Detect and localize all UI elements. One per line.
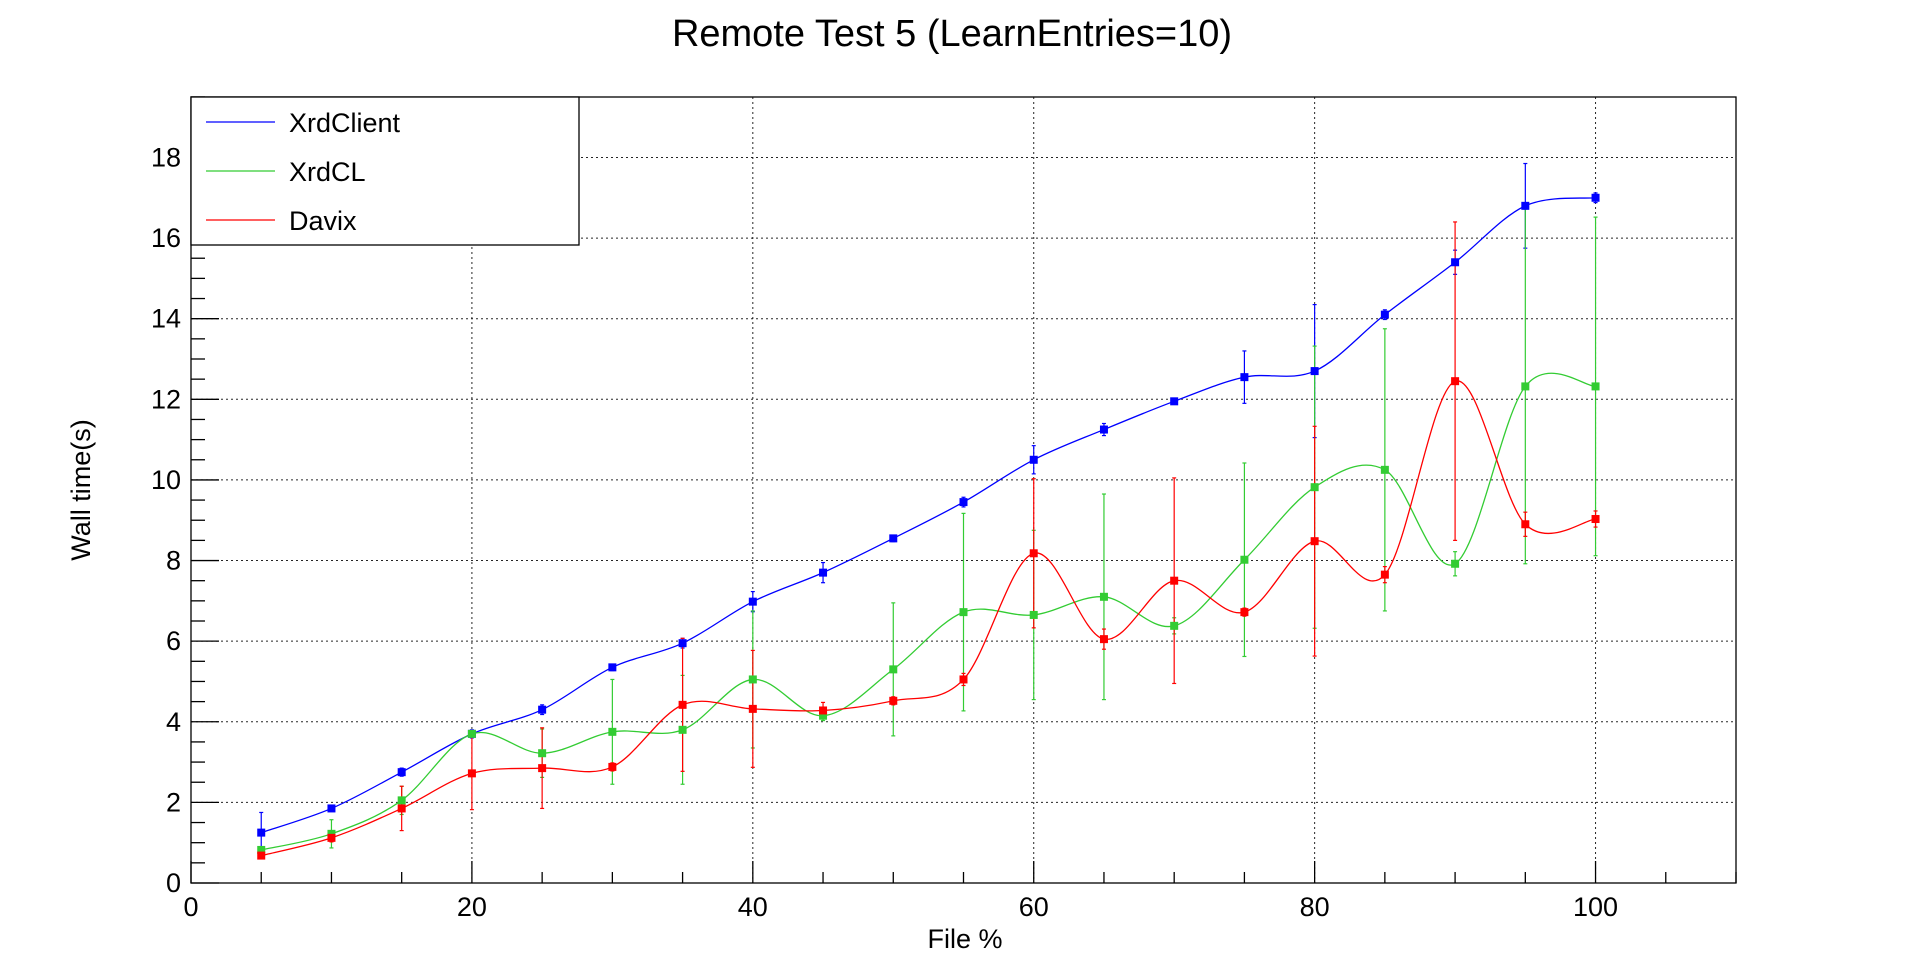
data-point: [257, 851, 266, 860]
y-tick-label: 18: [151, 142, 181, 172]
error-bars: [259, 162, 1598, 860]
data-point: [819, 711, 828, 720]
data-point: [819, 568, 828, 577]
data-point: [608, 762, 617, 771]
y-tick-label: 12: [151, 384, 181, 414]
y-tick-label: 4: [166, 707, 181, 737]
legend-label: XrdClient: [289, 108, 401, 138]
data-point: [1240, 608, 1249, 617]
data-point: [1591, 515, 1600, 524]
data-point: [748, 675, 757, 684]
data-point: [538, 764, 547, 773]
series-line: [261, 372, 1596, 851]
data-point: [1029, 549, 1038, 558]
data-point: [1380, 310, 1389, 319]
y-tick-label: 14: [151, 304, 181, 334]
y-tick-label: 2: [166, 787, 181, 817]
data-point: [257, 845, 266, 854]
x-axis-label: File %: [927, 924, 1002, 954]
data-point: [1310, 483, 1319, 492]
data-point: [959, 608, 968, 617]
y-tick-label: 8: [166, 546, 181, 576]
data-point: [1240, 555, 1249, 564]
data-point: [1099, 592, 1108, 601]
data-point: [608, 663, 617, 672]
data-point: [748, 704, 757, 713]
data-point: [1170, 621, 1179, 630]
x-tick-label: 20: [457, 892, 487, 922]
y-tick-label: 10: [151, 465, 181, 495]
data-point: [1451, 377, 1460, 386]
data-point: [1099, 635, 1108, 644]
y-axis-label: Wall time(s): [66, 419, 96, 561]
data-point: [1029, 610, 1038, 619]
data-point: [1380, 465, 1389, 474]
data-point: [1310, 367, 1319, 376]
data-point: [397, 768, 406, 777]
x-tick-label: 0: [183, 892, 198, 922]
data-point: [1521, 201, 1530, 210]
data-markers: [257, 193, 1600, 860]
series-line: [261, 380, 1596, 857]
data-point: [889, 696, 898, 705]
data-point: [959, 675, 968, 684]
data-point: [1521, 520, 1530, 529]
data-point: [1240, 373, 1249, 382]
data-point: [1170, 397, 1179, 406]
data-point: [397, 804, 406, 813]
x-tick-label: 80: [1300, 892, 1330, 922]
data-point: [889, 665, 898, 674]
series-curves: [261, 197, 1596, 857]
y-tick-label: 16: [151, 223, 181, 253]
legend-label: Davix: [289, 206, 357, 236]
data-point: [1380, 570, 1389, 579]
data-point: [1591, 193, 1600, 202]
data-point: [538, 749, 547, 758]
series-line: [261, 197, 1596, 834]
data-point: [608, 727, 617, 736]
data-point: [327, 833, 336, 842]
data-point: [678, 700, 687, 709]
axes: 0 20 40 60 80 100 0 2 4 6 8 10 12 14 16 18: [151, 96, 1737, 922]
data-point: [959, 498, 968, 507]
data-point: [1521, 382, 1530, 391]
data-point: [819, 706, 828, 715]
data-point: [467, 729, 476, 738]
data-point: [1099, 425, 1108, 434]
data-point: [1451, 258, 1460, 267]
y-tick-label: 0: [166, 868, 181, 898]
data-point: [397, 796, 406, 805]
x-tick-label: 100: [1573, 892, 1618, 922]
data-point: [467, 769, 476, 778]
data-point: [327, 829, 336, 838]
data-point: [538, 705, 547, 714]
data-point: [748, 597, 757, 606]
legend: XrdClient XrdCL Davix: [190, 96, 580, 246]
data-point: [257, 828, 266, 837]
x-tick-label: 60: [1019, 892, 1049, 922]
legend-label: XrdCL: [289, 157, 366, 187]
data-point: [678, 725, 687, 734]
data-point: [889, 534, 898, 543]
chart-title: Remote Test 5 (LearnEntries=10): [672, 13, 1232, 55]
data-point: [1591, 382, 1600, 391]
data-point: [1029, 455, 1038, 464]
data-point: [1170, 576, 1179, 585]
y-tick-label: 6: [166, 626, 181, 656]
data-point: [678, 639, 687, 648]
data-point: [1310, 537, 1319, 546]
data-point: [327, 804, 336, 813]
data-point: [1451, 559, 1460, 568]
x-tick-label: 40: [738, 892, 768, 922]
